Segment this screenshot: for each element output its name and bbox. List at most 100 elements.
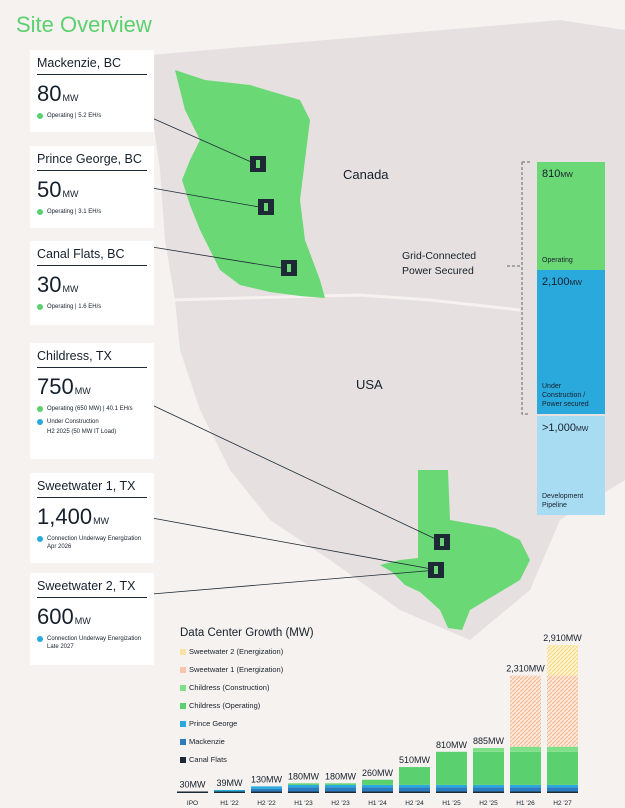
legend-swatch-icon — [180, 648, 186, 655]
bar-segment — [547, 645, 578, 676]
legend-item: Canal Flats — [180, 755, 227, 764]
bar-segment — [214, 791, 245, 793]
bar-segment — [399, 784, 430, 788]
bar-segment — [510, 791, 541, 793]
legend-item: Sweetwater 2 (Energization) — [180, 647, 283, 656]
legend-item: Childress (Operating) — [180, 701, 260, 710]
legend-item: Prince George — [180, 719, 237, 728]
site-card-prince-george: Prince George, BC 50MW Operating | 3.1 E… — [30, 146, 154, 228]
chart-bars — [177, 645, 578, 793]
bar-segment — [510, 675, 541, 747]
site-name: Prince George, BC — [37, 152, 147, 171]
page-title: Site Overview — [16, 12, 152, 37]
bar-segment — [362, 784, 393, 788]
bar-total-label: 130MW — [251, 774, 283, 784]
bar-segment — [177, 791, 208, 793]
bar-total-label: 510MW — [399, 755, 431, 765]
bar-segment — [436, 791, 467, 793]
bar-segment — [547, 746, 578, 752]
region-label-usa: USA — [356, 377, 383, 392]
bar-segment — [473, 787, 504, 792]
chart-title: Data Center Growth (MW) — [180, 627, 314, 639]
bar-total-label: 260MW — [362, 768, 394, 778]
bar-segment — [547, 751, 578, 785]
site-capacity: 50MW — [37, 177, 79, 202]
grid-bracket — [507, 161, 530, 415]
site-capacity: 750MW — [37, 374, 91, 399]
bar-segment — [547, 787, 578, 792]
status-dot-icon — [37, 304, 43, 310]
bar-segment — [510, 751, 541, 785]
status-dot-icon — [37, 536, 43, 542]
bar-segment — [288, 791, 319, 793]
us-border-line — [169, 293, 521, 312]
site-card-sweetwater-2: Sweetwater 2, TX 600MW Connection Underw… — [30, 573, 154, 665]
site-status: Operating (650 MW) | 40.1 EH/s — [37, 405, 147, 413]
legend-label: Prince George — [189, 719, 238, 728]
bar-segment — [473, 747, 504, 752]
legend-swatch-icon — [180, 666, 186, 673]
bar-segment — [288, 787, 319, 792]
legend-label: Mackenzie — [189, 737, 225, 746]
category-label: H2 '25 — [479, 800, 498, 807]
site-card-childress: Childress, TX 750MW Operating (650 MW) |… — [30, 343, 154, 459]
chart-bar-labels: 30MW 39MW 130MW 180MW 180MW 260MW 510MW 810MW 88… — [179, 633, 582, 789]
category-label: IPO — [187, 800, 198, 807]
leader-lines — [151, 117, 443, 595]
chart-category-labels: IPO H1 '22 H2 '22 H1 '23 H2 '23 H1 '24 H2 '24 H… — [187, 800, 572, 807]
legend-item: Mackenzie — [180, 737, 225, 746]
site-markers — [250, 156, 450, 578]
bar-segment — [362, 779, 393, 785]
grid-connected-callout: Grid-Connected Power Secured — [402, 250, 477, 277]
category-label: H1 '24 — [368, 800, 387, 807]
bar-segment — [288, 784, 319, 788]
category-label: H2 '27 — [553, 800, 572, 807]
region-label-canada: Canada — [343, 167, 389, 182]
bar-segment — [547, 791, 578, 793]
legend-swatch-icon — [180, 684, 186, 691]
category-label: H2 '24 — [405, 800, 424, 807]
bar-total-label: 180MW — [325, 771, 357, 781]
bar-total-label: 2,310MW — [506, 664, 545, 674]
site-status-2: Under Construction — [37, 418, 147, 426]
bar-segment — [251, 788, 282, 792]
site-name: Canal Flats, BC — [37, 247, 147, 266]
site-capacity: 30MW — [37, 272, 79, 297]
bar-segment — [510, 787, 541, 792]
category-label: H1 '22 — [220, 800, 239, 807]
texas-shape — [380, 470, 530, 630]
bar-segment — [399, 787, 430, 792]
bar-segment — [214, 789, 245, 792]
bar-segment — [510, 784, 541, 788]
site-status: Operating | 3.1 EH/s — [37, 208, 147, 216]
status-dot-icon — [37, 406, 43, 412]
bar-segment — [251, 786, 282, 789]
category-label: H1 '25 — [442, 800, 461, 807]
site-card-canal-flats: Canal Flats, BC 30MW Operating | 1.6 EH/… — [30, 241, 154, 325]
legend-label: Sweetwater 1 (Energization) — [189, 665, 284, 674]
site-capacity: 80MW — [37, 81, 79, 106]
bar-segment — [325, 787, 356, 792]
bar-segment — [547, 784, 578, 788]
site-status-2-detail: H2 2025 (50 MW IT Load) — [47, 429, 117, 436]
bar-total-label: 2,910MW — [543, 633, 582, 643]
site-status: Connection Underway Energization Late 20… — [37, 635, 147, 651]
capacity-pipeline: >1,000MW Development Pipeline — [537, 416, 605, 515]
bar-segment — [473, 791, 504, 793]
site-name: Sweetwater 1, TX — [37, 479, 147, 498]
legend-item: Childress (Construction) — [180, 683, 269, 692]
legend-item: Sweetwater 1 (Energization) — [180, 665, 283, 674]
site-status: Operating | 5.2 EH/s — [37, 112, 147, 120]
bar-segment — [325, 783, 356, 785]
bar-segment — [399, 767, 430, 785]
bar-total-label: 810MW — [436, 740, 468, 750]
british-columbia-shape — [175, 70, 325, 298]
bar-segment — [473, 751, 504, 785]
site-name: Childress, TX — [37, 349, 147, 368]
bar-total-label: 39MW — [216, 778, 243, 788]
site-status: Operating | 1.6 EH/s — [37, 303, 147, 311]
bar-segment — [436, 751, 467, 785]
site-name: Sweetwater 2, TX — [37, 579, 147, 598]
site-status: Connection Underway Energization Apr 202… — [37, 535, 147, 551]
